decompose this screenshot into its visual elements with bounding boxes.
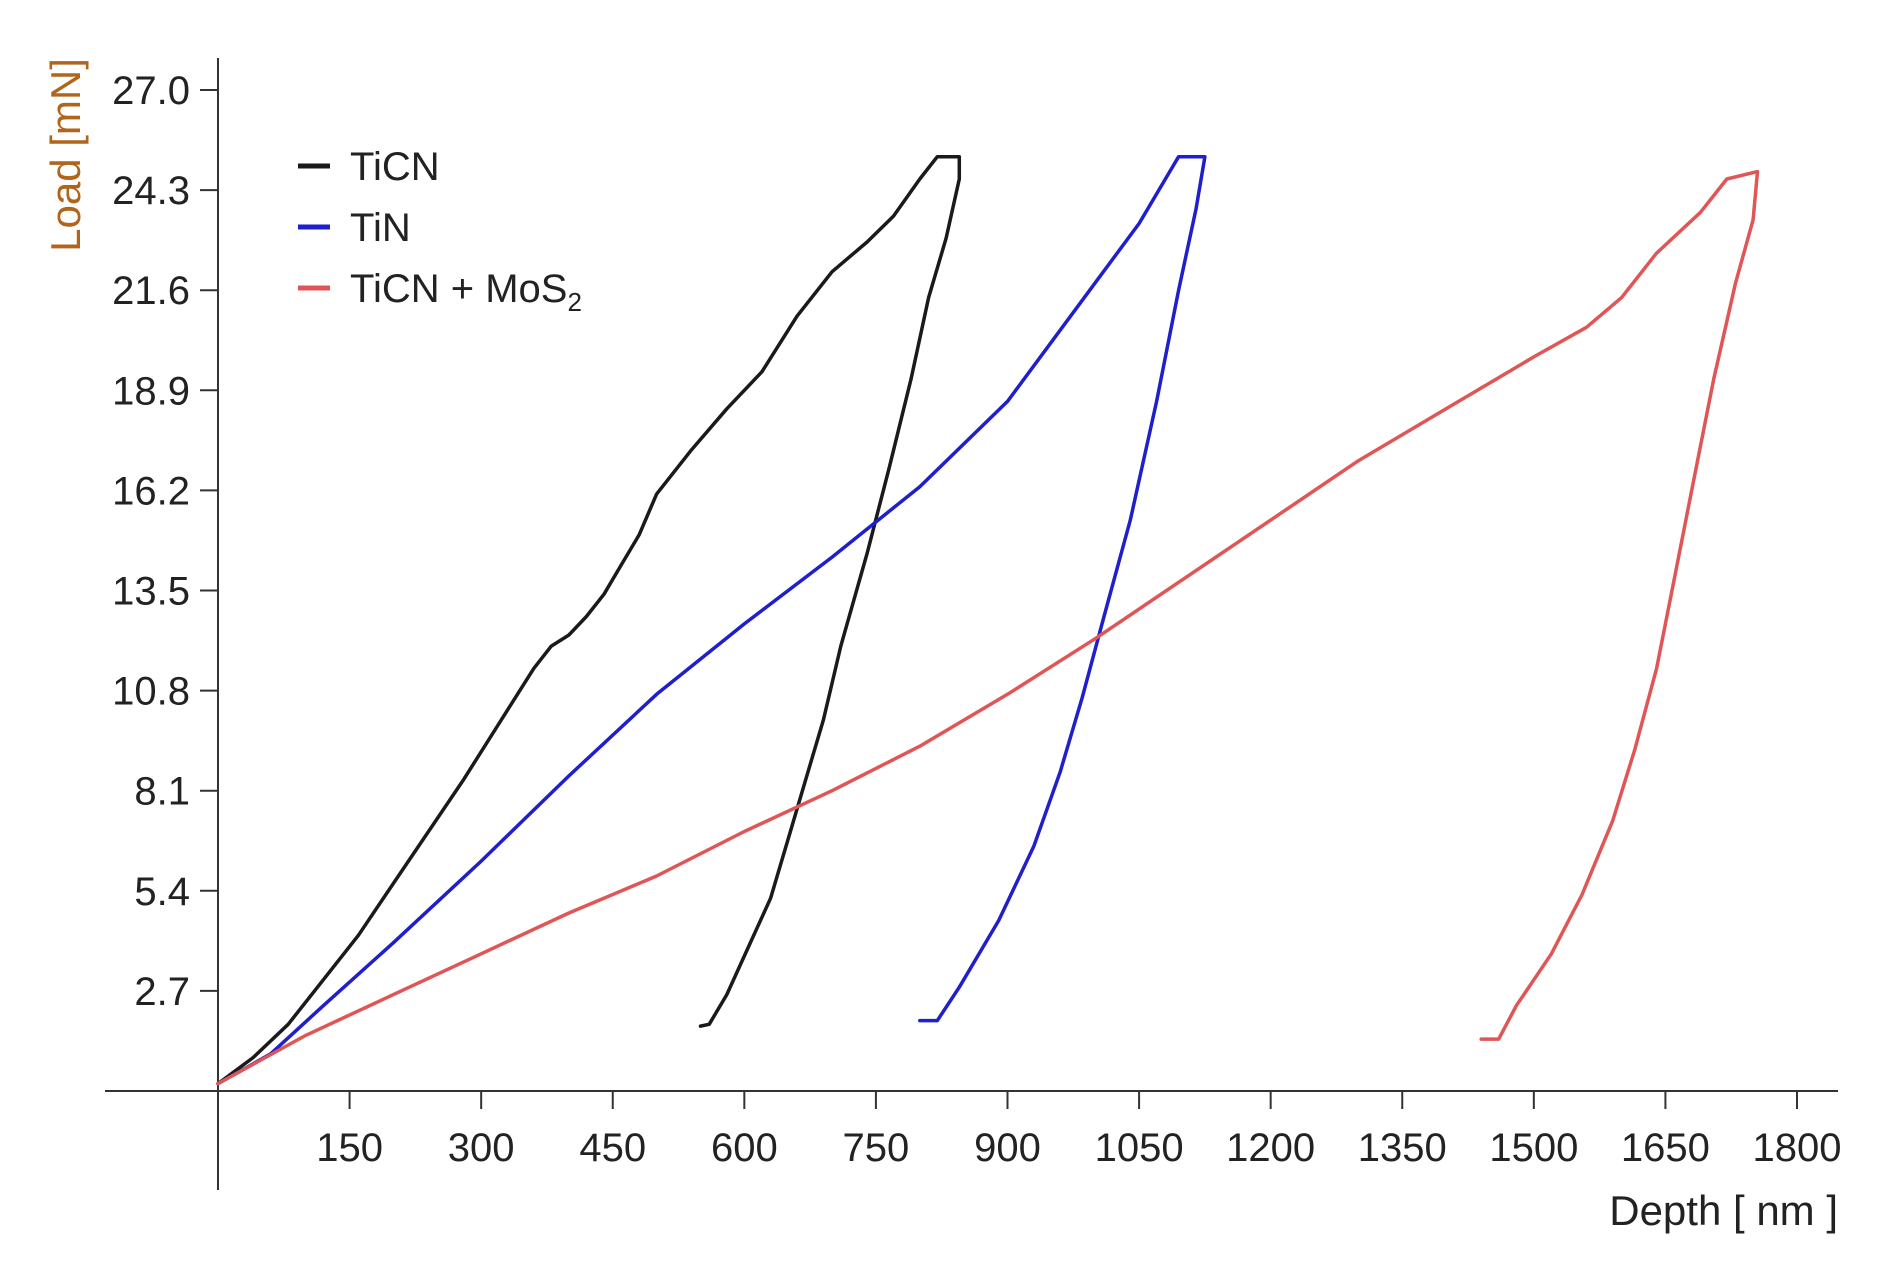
x-tick-label: 1650	[1621, 1126, 1710, 1170]
x-tick-label: 1050	[1095, 1126, 1184, 1170]
x-tick-label: 750	[843, 1126, 910, 1170]
x-tick-label: 450	[579, 1126, 646, 1170]
y-tick-label: 21.6	[112, 269, 190, 313]
x-axis-title: Depth [ nm ]	[1609, 1187, 1838, 1234]
legend-label-ticn-mos2-subscript: 2	[567, 287, 581, 317]
y-tick-label: 2.7	[134, 970, 190, 1014]
y-tick-label: 5.4	[134, 870, 190, 914]
y-tick-label: 10.8	[112, 670, 190, 714]
series-line-tin	[216, 154, 1207, 1086]
legend: TiCN TiN TiCN + MoS2	[298, 145, 582, 317]
x-tick-label: 600	[711, 1126, 778, 1170]
y-tick-label: 8.1	[134, 770, 190, 814]
x-tick-label: 1200	[1226, 1126, 1315, 1170]
x-axis-ticks: 150 300 450 600 750 900 1050 1200 1350 1500 1650 18…	[316, 1091, 1841, 1170]
x-tick-label: 900	[974, 1126, 1041, 1170]
x-tick-label: 1500	[1489, 1126, 1578, 1170]
y-tick-label: 24.3	[112, 169, 190, 213]
series-layer	[216, 154, 1760, 1086]
y-axis-title: Load [mN]	[42, 58, 89, 252]
x-tick-label: 150	[316, 1126, 383, 1170]
x-tick-label: 1800	[1753, 1126, 1842, 1170]
series-line-ticn	[216, 154, 962, 1086]
legend-label-ticn: TiCN	[350, 145, 440, 189]
x-tick-label: 300	[448, 1126, 515, 1170]
legend-label-tin: TiN	[350, 206, 411, 250]
y-tick-label: 13.5	[112, 570, 190, 614]
series-line-ticn-mos2	[216, 169, 1760, 1086]
y-axis-ticks: 2.7 5.4 8.1 10.8 13.5 16.2 18.9 21.6 24.3 27.0	[112, 69, 218, 1014]
x-tick-label: 1350	[1358, 1126, 1447, 1170]
legend-label-ticn-mos2: TiCN + MoS2	[350, 267, 582, 317]
y-tick-label: 16.2	[112, 469, 190, 513]
legend-label-ticn-mos2-main: TiCN + MoS	[350, 267, 567, 311]
y-tick-label: 18.9	[112, 369, 190, 413]
y-tick-label: 27.0	[112, 69, 190, 113]
